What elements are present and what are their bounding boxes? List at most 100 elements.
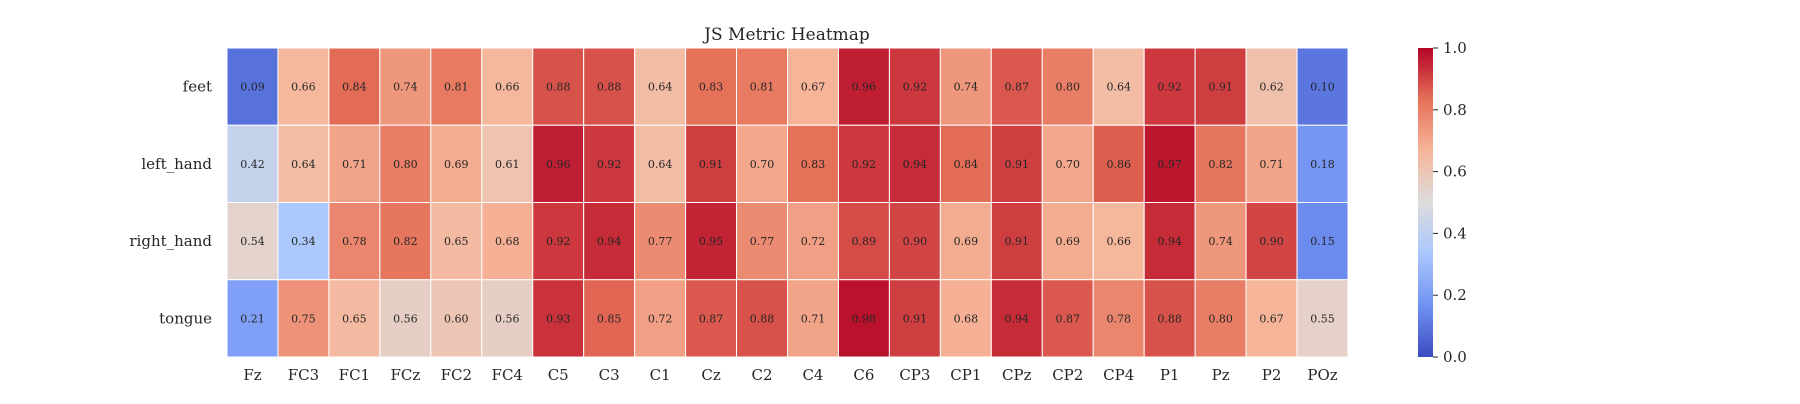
heatmap-cell [1194, 47, 1247, 126]
cell-value-label: 0.92 [597, 158, 622, 171]
cell-value-label: 0.15 [1310, 235, 1335, 248]
column-label: CP2 [1052, 366, 1083, 384]
cell-value-label: 0.70 [1056, 158, 1081, 171]
heatmap-cell [532, 202, 585, 281]
cell-value-label: 0.64 [648, 158, 673, 171]
heatmap-cell [634, 279, 687, 358]
heatmap-cell [634, 124, 687, 203]
column-label: CP3 [899, 366, 930, 384]
cell-value-label: 0.91 [1005, 158, 1030, 171]
column-label: C4 [802, 366, 823, 384]
heatmap-cell [583, 279, 636, 358]
cell-value-label: 0.68 [954, 312, 979, 325]
cell-value-label: 0.90 [903, 235, 928, 248]
cell-value-label: 0.97 [1157, 158, 1182, 171]
cell-value-label: 0.94 [1157, 235, 1182, 248]
heatmap-cell [532, 124, 585, 203]
heatmap-cell [226, 279, 279, 358]
cell-value-label: 0.74 [954, 81, 979, 94]
heatmap-cell [685, 202, 738, 281]
heatmap-cell [1143, 47, 1196, 126]
cell-value-label: 0.81 [444, 81, 469, 94]
heatmap-cell [226, 124, 279, 203]
heatmap-cell [939, 279, 992, 358]
column-labels: Fz FC3 FC1 FCz FC2 FC4 C5 C3 C1 Cz C2 C4 C6 CP3 CP1 CPz… [243, 366, 1337, 384]
cell-value-label: 0.55 [1310, 312, 1335, 325]
heatmap-cell [277, 47, 330, 126]
cell-value-label: 0.69 [954, 235, 979, 248]
cell-value-label: 0.80 [1208, 312, 1233, 325]
heatmap-cell [990, 279, 1043, 358]
cell-value-label: 0.78 [1106, 312, 1131, 325]
cell-value-label: 0.77 [750, 235, 775, 248]
cell-value-label: 0.92 [1157, 81, 1182, 94]
column-label: C3 [599, 366, 620, 384]
cell-value-label: 0.91 [903, 312, 928, 325]
heatmap-cell [226, 202, 279, 281]
cell-value-label: 0.21 [240, 312, 265, 325]
column-label: P1 [1160, 366, 1180, 384]
heatmap-cell [1296, 47, 1349, 126]
column-label: CP1 [950, 366, 981, 384]
column-label: C5 [548, 366, 569, 384]
cell-value-label: 0.84 [342, 81, 367, 94]
cell-value-label: 0.96 [546, 158, 571, 171]
heatmap-cell [787, 279, 839, 358]
heatmap-cell [634, 202, 687, 281]
colorbar-tick-label: 0.6 [1443, 163, 1467, 181]
cell-value-label: 0.65 [444, 235, 469, 248]
heatmap-cell [328, 124, 381, 203]
column-label: FC3 [288, 366, 319, 384]
cell-value-label: 0.96 [852, 81, 877, 94]
cell-value-label: 0.87 [699, 312, 724, 325]
cell-value-label: 0.64 [648, 81, 673, 94]
cell-value-label: 0.92 [546, 235, 571, 248]
column-label: C2 [752, 366, 773, 384]
heatmap-cell [888, 124, 941, 203]
cell-value-label: 0.77 [648, 235, 673, 248]
heatmap-cell [481, 47, 534, 126]
heatmap-cell [837, 279, 890, 358]
heatmap-cell [1245, 279, 1298, 358]
column-label: CP4 [1103, 366, 1134, 384]
cell-value-label: 0.88 [546, 81, 571, 94]
cell-value-label: 0.81 [750, 81, 775, 94]
cell-value-label: 0.56 [393, 312, 418, 325]
cell-value-label: 0.18 [1310, 158, 1335, 171]
heatmap-cell [1194, 279, 1247, 358]
cell-value-label: 0.61 [495, 158, 520, 171]
column-label: FC1 [339, 366, 370, 384]
heatmap-cell [1296, 202, 1349, 281]
cell-value-label: 0.62 [1259, 81, 1284, 94]
heatmap-cell [1245, 124, 1298, 203]
column-label: C1 [650, 366, 671, 384]
cell-value-label: 0.88 [750, 312, 775, 325]
heatmap-cell [1092, 47, 1145, 126]
heatmap-cell [736, 202, 789, 281]
row-label: right_hand [129, 232, 212, 250]
cell-value-label: 0.67 [1259, 312, 1284, 325]
cell-value-label: 0.87 [1056, 312, 1081, 325]
cell-value-label: 0.86 [1106, 158, 1131, 171]
cell-value-label: 0.66 [291, 81, 316, 94]
cell-value-label: 0.85 [597, 312, 622, 325]
cell-value-label: 0.92 [852, 158, 877, 171]
column-label: FC2 [441, 366, 472, 384]
heatmap-cell [226, 47, 279, 126]
cell-value-label: 0.83 [801, 158, 826, 171]
cell-value-label: 0.65 [342, 312, 367, 325]
column-label: FCz [390, 366, 420, 384]
cell-value-label: 0.82 [393, 235, 418, 248]
cell-value-label: 0.72 [801, 235, 826, 248]
cell-value-label: 0.74 [1208, 235, 1233, 248]
cell-value-label: 0.71 [801, 312, 826, 325]
heatmap-cell [379, 202, 432, 281]
colorbar: 0.0 0.2 0.4 0.6 0.8 1.0 [1418, 39, 1467, 366]
row-label: feet [183, 78, 212, 96]
column-label: Pz [1212, 366, 1230, 384]
heatmap-cell [481, 202, 534, 281]
cell-value-label: 0.88 [597, 81, 622, 94]
chart-title: JS Metric Heatmap [702, 25, 870, 45]
cell-value-label: 0.74 [393, 81, 418, 94]
